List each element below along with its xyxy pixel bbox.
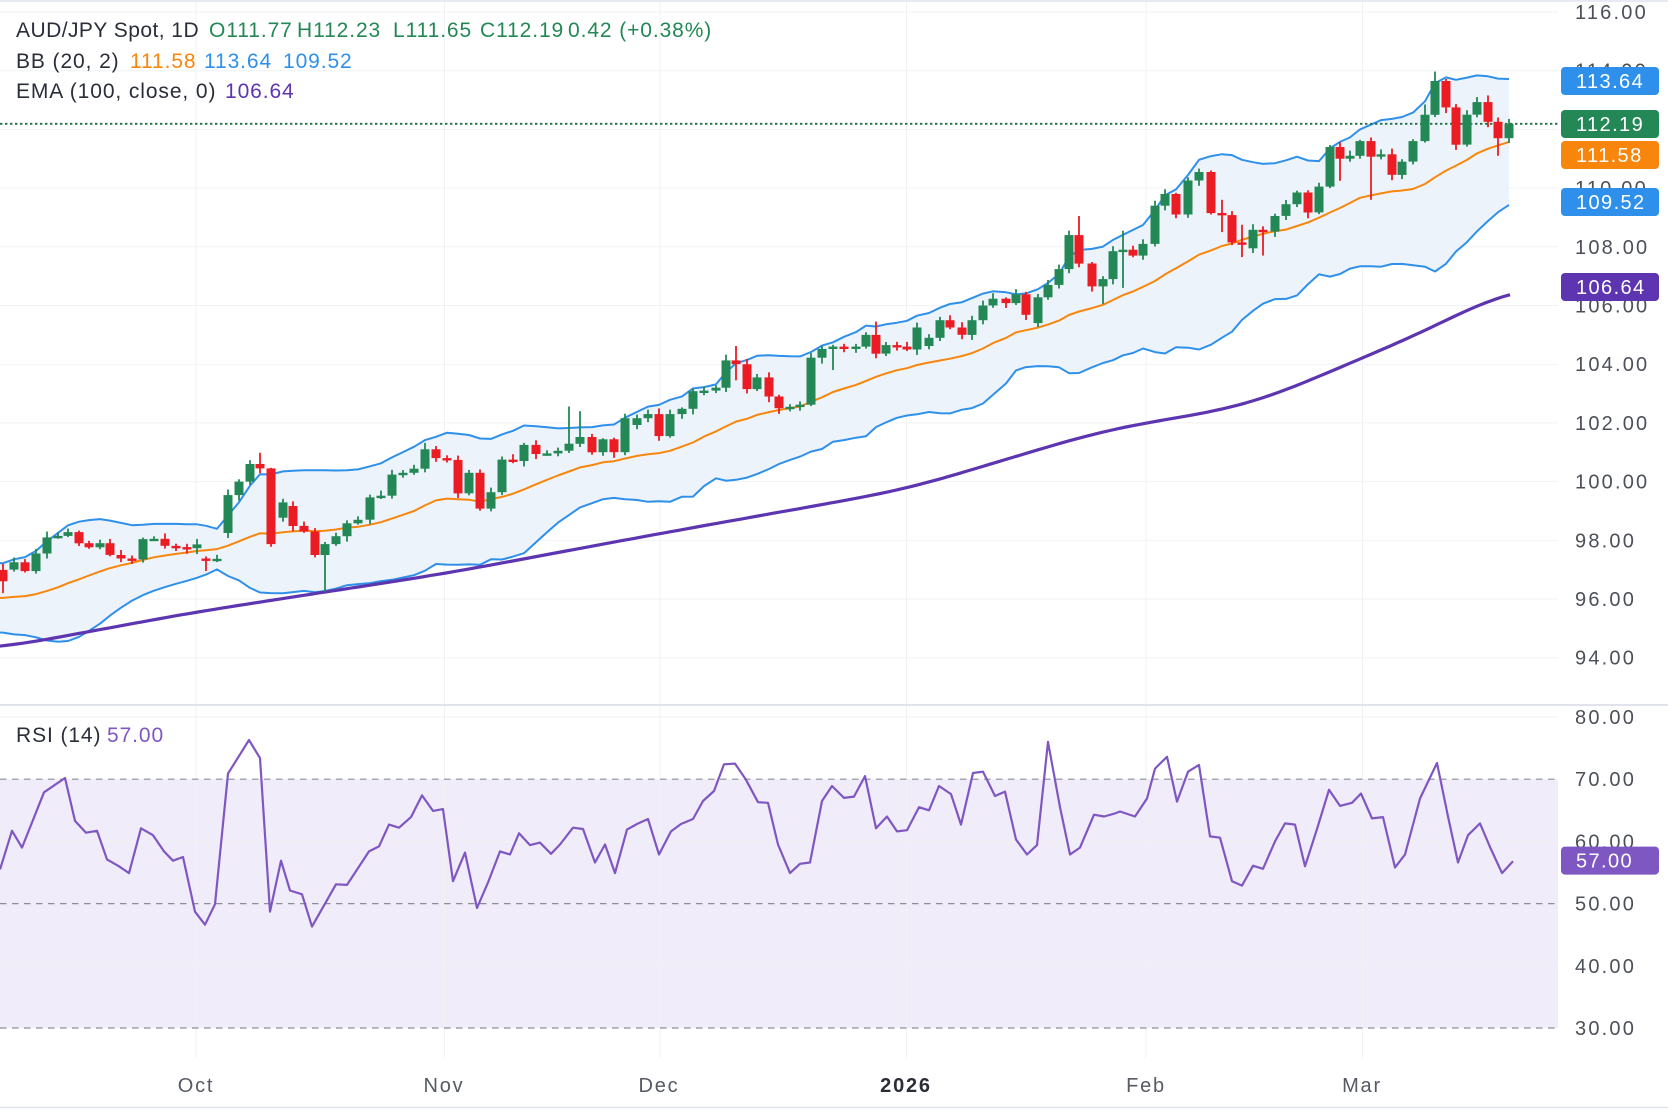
- svg-text:40.00: 40.00: [1575, 956, 1636, 978]
- svg-text:113.64: 113.64: [204, 50, 272, 73]
- svg-text:102.00: 102.00: [1575, 413, 1649, 435]
- svg-text:O111.77: O111.77: [209, 19, 293, 42]
- svg-text:Nov: Nov: [424, 1075, 465, 1097]
- svg-text:RSI (14): RSI (14): [16, 724, 101, 747]
- svg-text:Mar: Mar: [1342, 1075, 1382, 1097]
- svg-text:L111.65: L111.65: [393, 19, 472, 42]
- svg-text:0.42 (+0.38%): 0.42 (+0.38%): [568, 19, 712, 42]
- svg-text:96.00: 96.00: [1575, 589, 1636, 611]
- svg-text:112.19: 112.19: [1576, 114, 1644, 136]
- svg-text:108.00: 108.00: [1575, 237, 1649, 259]
- svg-text:109.52: 109.52: [283, 50, 353, 73]
- svg-text:106.64: 106.64: [1576, 277, 1646, 299]
- svg-text:109.52: 109.52: [1576, 192, 1646, 214]
- svg-text:113.64: 113.64: [1576, 71, 1644, 93]
- svg-text:50.00: 50.00: [1575, 894, 1636, 916]
- svg-text:57.00: 57.00: [1576, 851, 1633, 873]
- svg-text:111.58: 111.58: [130, 50, 197, 73]
- svg-text:98.00: 98.00: [1575, 530, 1636, 552]
- svg-text:BB (20, 2): BB (20, 2): [16, 50, 120, 73]
- svg-text:100.00: 100.00: [1575, 472, 1649, 494]
- svg-text:116.00: 116.00: [1575, 2, 1648, 24]
- svg-text:80.00: 80.00: [1575, 707, 1636, 729]
- svg-text:Oct: Oct: [178, 1075, 215, 1097]
- svg-text:C112.19: C112.19: [480, 19, 564, 42]
- svg-text:Dec: Dec: [639, 1075, 680, 1097]
- svg-text:H112.23: H112.23: [297, 19, 381, 42]
- svg-text:106.64: 106.64: [225, 80, 295, 103]
- svg-text:104.00: 104.00: [1575, 354, 1649, 376]
- svg-text:Feb: Feb: [1126, 1075, 1166, 1097]
- svg-text:111.58: 111.58: [1576, 145, 1643, 167]
- svg-text:57.00: 57.00: [107, 724, 164, 747]
- svg-text:EMA (100, close, 0): EMA (100, close, 0): [16, 80, 216, 103]
- svg-text:70.00: 70.00: [1575, 769, 1636, 791]
- svg-text:AUD/JPY Spot, 1D: AUD/JPY Spot, 1D: [16, 19, 199, 42]
- svg-text:2026: 2026: [880, 1075, 932, 1097]
- svg-text:30.00: 30.00: [1575, 1018, 1636, 1040]
- svg-text:94.00: 94.00: [1575, 648, 1636, 670]
